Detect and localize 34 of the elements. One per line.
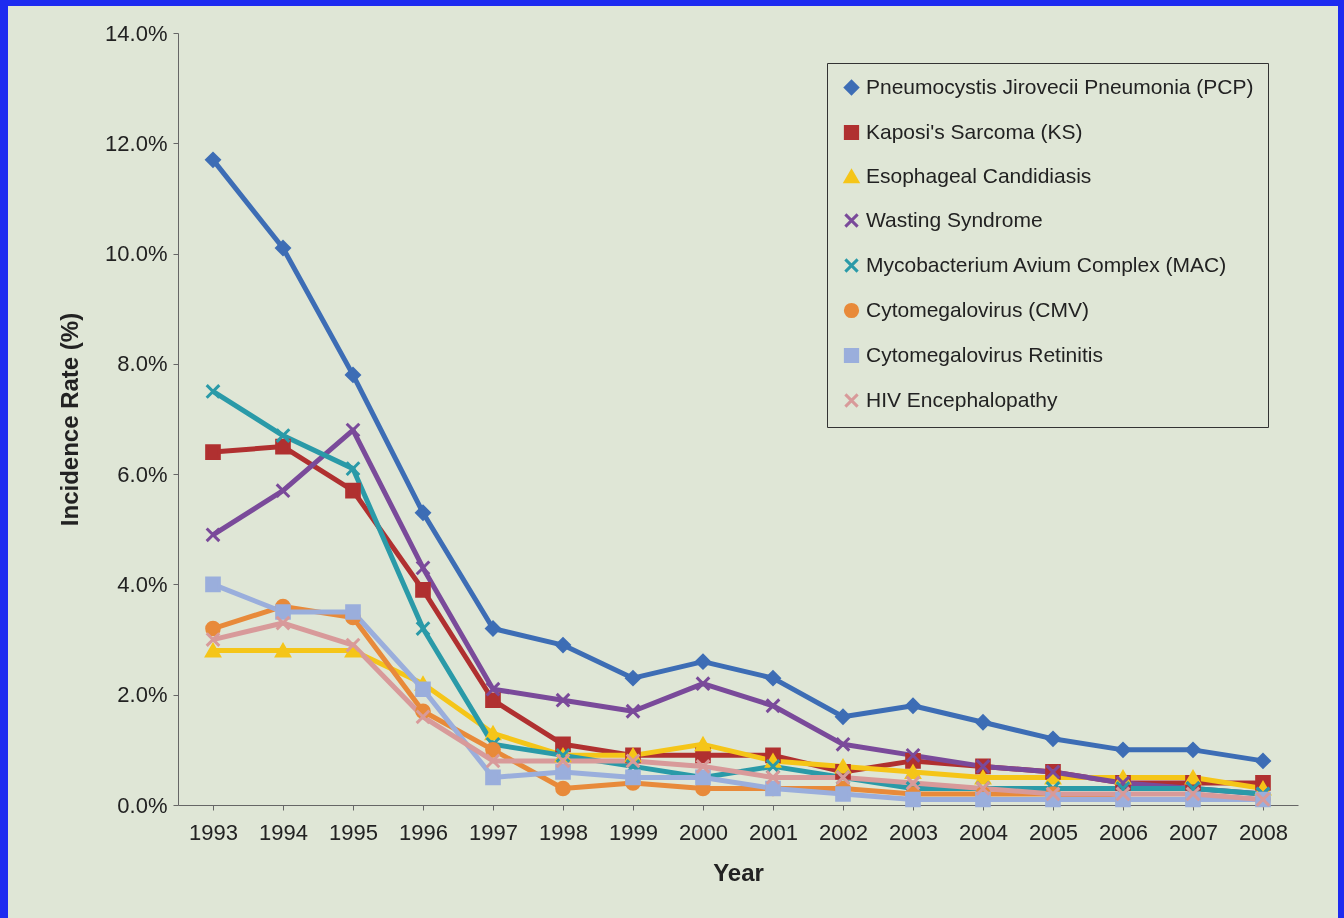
x-tick-label: 2001 [749,819,798,845]
x-tick-label: 1997 [469,819,518,845]
legend-label: Cytomegalovirus Retinitis [866,342,1103,366]
x-tick-label: 2007 [1169,819,1218,845]
y-tick-label: 6.0% [117,461,168,487]
x-tick-label: 2004 [959,819,1008,845]
x-tick-label: 2002 [819,819,868,845]
x-axis-title: Year [713,858,764,886]
legend-label: Kaposi's Sarcoma (KS) [866,119,1083,143]
legend-label: Esophageal Candidiasis [866,163,1092,187]
legend-label: Wasting Syndrome [866,207,1043,231]
x-tick-label: 1999 [609,819,658,845]
y-tick-label: 10.0% [105,241,168,267]
x-tick-label: 2003 [889,819,938,845]
y-tick-label: 14.0% [105,20,168,46]
y-tick-label: 2.0% [117,682,168,708]
legend-label: Cytomegalovirus (CMV) [866,297,1089,321]
x-tick-label: 1998 [539,819,588,845]
y-tick-label: 4.0% [117,571,168,597]
x-tick-label: 2006 [1099,819,1148,845]
x-tick-label: 2008 [1239,819,1288,845]
legend-label: Mycobacterium Avium Complex (MAC) [866,252,1227,276]
y-tick-label: 8.0% [117,351,168,377]
y-tick-label: 0.0% [117,792,168,818]
legend-label: Pneumocystis Jirovecii Pneumonia (PCP) [866,74,1254,98]
x-tick-label: 1993 [189,819,238,845]
x-tick-label: 2005 [1029,819,1078,845]
x-tick-label: 1994 [259,819,308,845]
x-tick-label: 2000 [679,819,728,845]
y-axis-title: Incidence Rate (%) [56,312,84,527]
y-tick-label: 12.0% [105,130,168,156]
x-tick-label: 1995 [329,819,378,845]
legend-label: HIV Encephalopathy [866,387,1058,411]
x-tick-label: 1996 [399,819,448,845]
